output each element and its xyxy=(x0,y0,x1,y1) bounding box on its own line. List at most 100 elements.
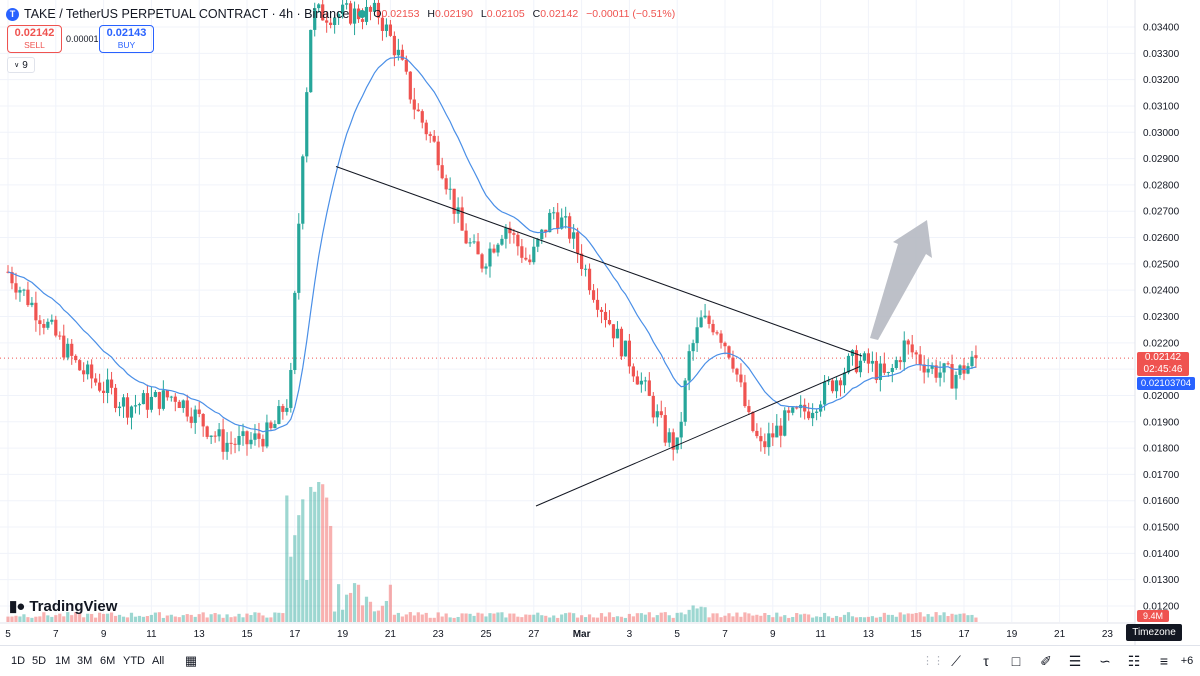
candle-body xyxy=(141,393,146,405)
candle-body xyxy=(974,355,978,359)
volume-bar xyxy=(113,615,118,622)
timeframe-ytd[interactable]: YTD xyxy=(123,655,145,667)
volume-bar xyxy=(281,613,285,622)
volume-bar xyxy=(26,617,30,622)
candle-body xyxy=(129,406,134,418)
candle-body xyxy=(894,360,898,368)
more-tools-icon[interactable]: ≡ xyxy=(1159,653,1169,669)
volume-bar xyxy=(890,614,894,622)
candle-body xyxy=(699,317,703,328)
timeframe-6m[interactable]: 6M xyxy=(100,655,116,667)
indicators-toggle[interactable]: ∨ 9 xyxy=(7,57,35,73)
candle-body xyxy=(675,437,679,450)
buy-button[interactable]: 0.02143 BUY xyxy=(99,25,154,53)
candle-body xyxy=(213,435,217,437)
volume-bar xyxy=(934,612,938,622)
volume-bar xyxy=(317,482,321,622)
timeframe-5d[interactable]: 5D xyxy=(32,655,47,667)
candle-body xyxy=(603,311,608,321)
text-tool-icon[interactable]: τ xyxy=(983,653,989,669)
candle-body xyxy=(372,2,377,12)
price-axis[interactable]: 0.03400 0.03300 0.03200 0.03100 0.03000 0.029… xyxy=(1134,0,1180,645)
candle-body xyxy=(261,438,265,447)
volume-bar xyxy=(165,615,169,622)
timeframe-1d[interactable]: 1D xyxy=(11,655,26,667)
volume-bar xyxy=(404,614,408,622)
lower-trendline[interactable] xyxy=(535,366,861,507)
volume-bar xyxy=(305,579,309,622)
candle-body xyxy=(217,429,221,437)
timezone-button[interactable]: Timezone xyxy=(1126,624,1182,641)
volume-bar xyxy=(815,616,819,622)
candle-body xyxy=(683,380,687,422)
candle-body xyxy=(572,232,576,239)
x-tick-label: 23 xyxy=(433,629,445,640)
candle-body xyxy=(165,390,169,398)
candle-body xyxy=(580,253,584,270)
candle-body xyxy=(707,315,711,324)
volume-bar xyxy=(595,617,600,622)
price-chart[interactable]: 0.03400 0.03300 0.03200 0.03100 0.03000 0.029… xyxy=(0,0,1200,645)
volume-bar xyxy=(392,614,396,622)
volume-bar xyxy=(484,616,488,622)
ohlc-readout: O0.02153 H0.02190 L0.02105 C0.02142 −0.0… xyxy=(373,8,680,20)
volume-bar xyxy=(635,613,639,622)
volume-bar xyxy=(560,614,564,622)
volume-bar xyxy=(615,616,620,622)
timeframe-1m[interactable]: 1M xyxy=(55,655,71,667)
y-tick-label: 0.03300 xyxy=(1143,49,1180,60)
candle-body xyxy=(906,340,910,345)
candle-body xyxy=(189,416,193,423)
indicators-icon[interactable]: ☷ xyxy=(1127,653,1141,669)
brand-logo[interactable]: ▮● TradingView xyxy=(9,597,117,616)
timeframe-3m[interactable]: 3M xyxy=(77,655,93,667)
volume-bar xyxy=(313,491,317,622)
candle-body xyxy=(105,379,110,393)
symbol-title[interactable]: TAKE / TetherUS PERPETUAL CONTRACT · 4h … xyxy=(24,7,350,21)
upper-trendline[interactable] xyxy=(335,166,863,357)
triangle-trendlines[interactable] xyxy=(335,166,863,507)
rectangle-tool-icon[interactable]: □ xyxy=(1011,653,1021,669)
more-count[interactable]: +6 xyxy=(1180,655,1194,667)
date-range-icon[interactable]: ▦ xyxy=(184,653,198,668)
volume-bar xyxy=(460,613,464,622)
candle-body xyxy=(715,332,719,334)
candle-body xyxy=(38,320,42,325)
brush-tool-icon[interactable]: ✐ xyxy=(1040,653,1052,669)
fib-tool-icon[interactable]: ☰ xyxy=(1068,653,1082,669)
volume-bar xyxy=(807,614,811,622)
y-tick-label: 0.02400 xyxy=(1143,286,1180,297)
volume-bar xyxy=(540,615,544,622)
pattern-tool-icon[interactable]: ∽ xyxy=(1099,653,1111,669)
candle-body xyxy=(54,319,58,336)
ohlc-close-key: C xyxy=(532,8,541,20)
candle-body xyxy=(484,266,488,269)
candle-body xyxy=(743,382,747,407)
candle-body xyxy=(181,400,185,409)
candle-body xyxy=(556,212,560,229)
volume-bar xyxy=(735,612,739,622)
volume-bar xyxy=(767,614,771,622)
x-tick-label: 5 xyxy=(5,629,11,640)
candle-body xyxy=(488,248,492,267)
ma-value-tag: 0.02103704 xyxy=(1137,377,1195,390)
volume-bar xyxy=(926,614,930,622)
sell-button[interactable]: 0.02142 SELL xyxy=(7,25,62,53)
trend-line-icon[interactable]: ⟋ xyxy=(951,653,961,669)
candlesticks xyxy=(6,0,978,461)
drag-handle-icon[interactable]: ⋮⋮ xyxy=(922,655,944,667)
candle-body xyxy=(926,368,930,373)
candle-body xyxy=(739,374,743,383)
timeframe-all[interactable]: All xyxy=(152,655,165,667)
candle-body xyxy=(803,404,807,412)
volume-bar xyxy=(966,615,970,622)
candle-body xyxy=(667,432,671,443)
x-tick-label: 27 xyxy=(528,629,540,640)
volume-bar xyxy=(50,616,54,622)
candle-body xyxy=(643,380,647,382)
volume-bar xyxy=(341,609,345,622)
time-axis[interactable]: 5 7 9 11 13 15 17 19 21 23 25 27 Mar 3 5 7 9 11 13 15 17 19 21… xyxy=(0,622,1135,640)
indicators-count: 9 xyxy=(22,59,28,71)
candle-body xyxy=(225,442,229,452)
volume-bar xyxy=(436,612,440,622)
